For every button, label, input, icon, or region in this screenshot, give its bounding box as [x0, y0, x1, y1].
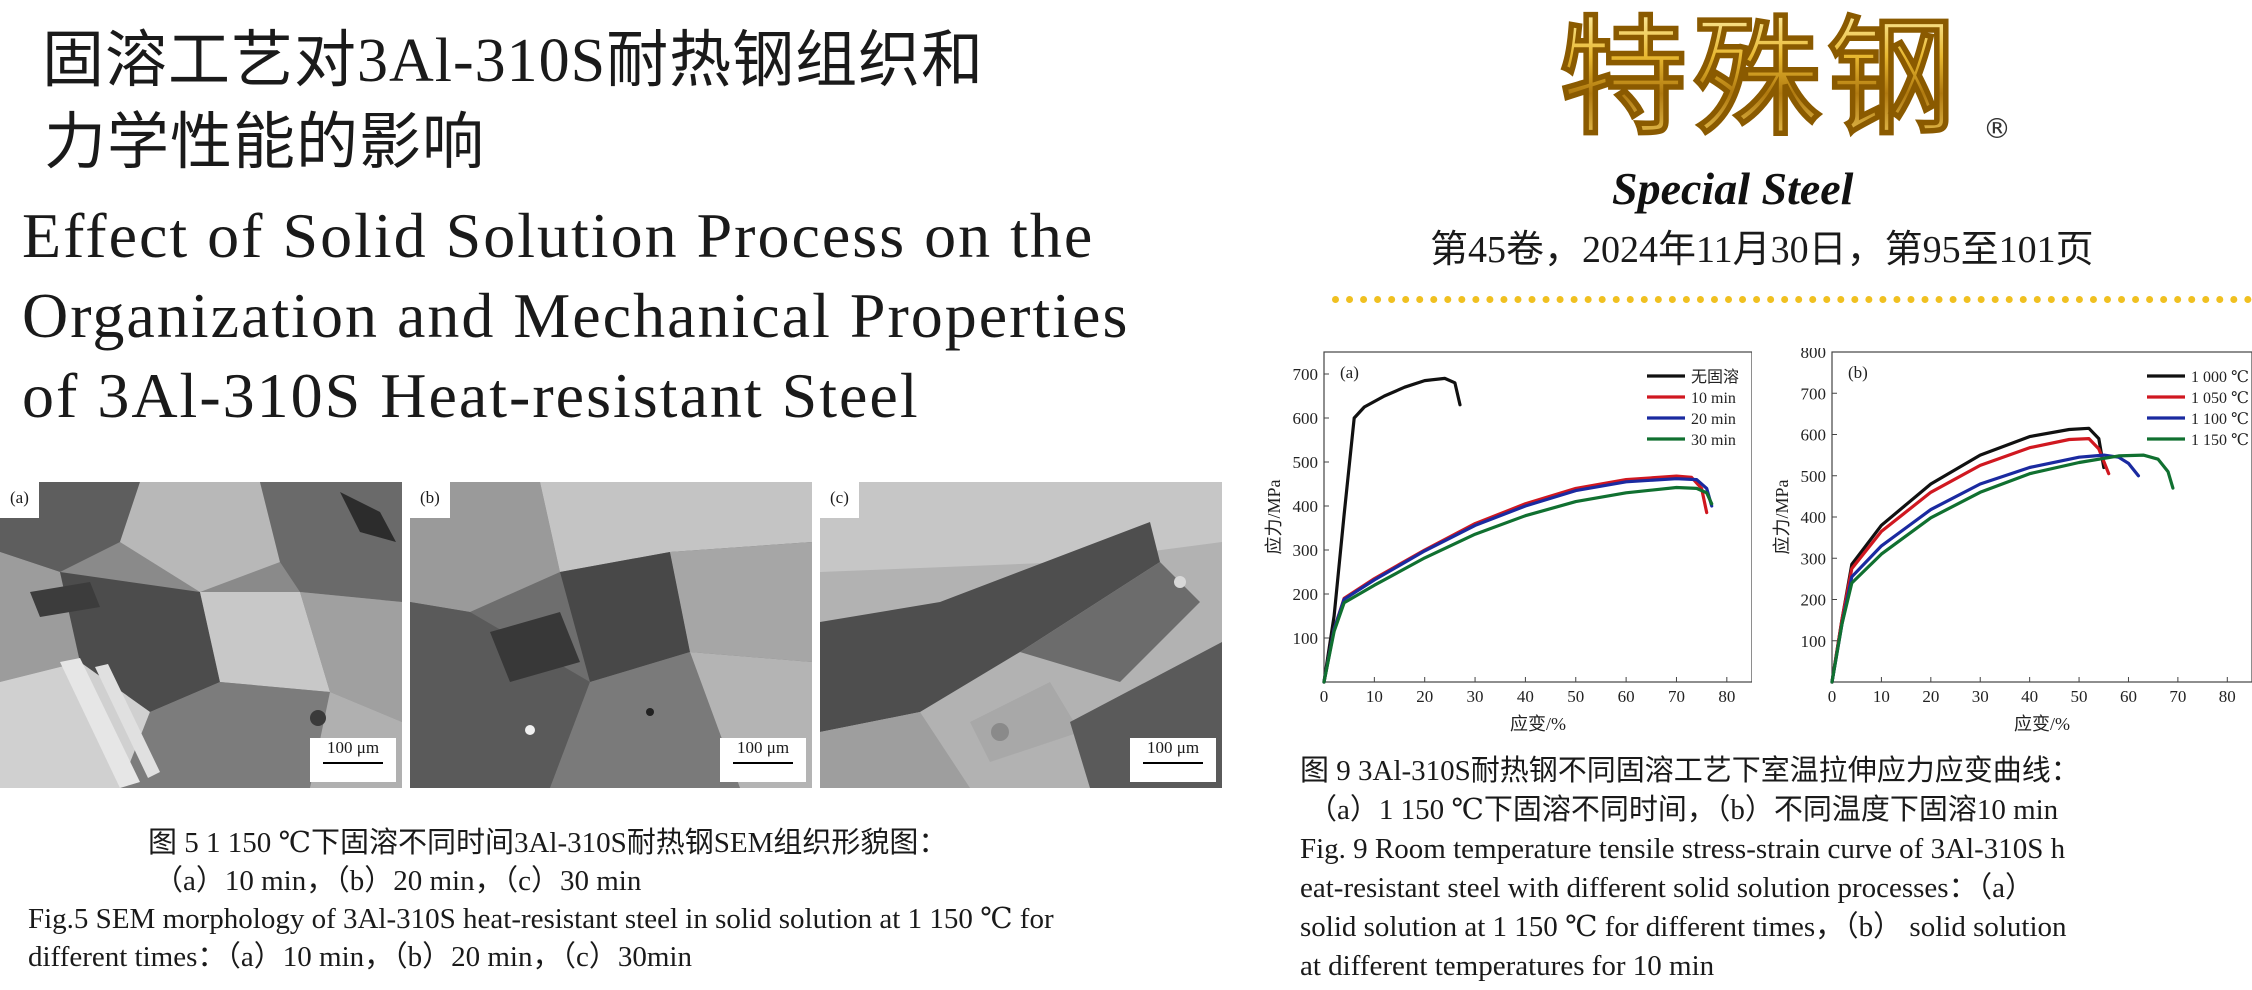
chart-b-ytick-label: 500	[1801, 467, 1827, 486]
chart-a-xtick-label: 10	[1366, 687, 1383, 706]
chart-a-series-line-0	[1322, 376, 1462, 684]
chart-b-legend-label-3: 1 150 ℃	[2191, 432, 2249, 449]
scale-bar-line-b	[733, 762, 793, 764]
chinese-title: 固溶工艺对3Al-310S耐热钢组织和 力学性能的影响	[42, 20, 1242, 184]
fig5-caption-en-1: Fig.5 SEM morphology of 3Al-310S heat-re…	[28, 903, 1054, 935]
chart-a-series-line-2	[1322, 477, 1714, 684]
chart-a-xtick-label: 70	[1668, 687, 1685, 706]
fig9-caption-en-3: solid solution at 1 150 ℃ for different …	[1300, 911, 2067, 943]
journal-logo: 特殊钢	[1558, 3, 1961, 150]
english-title-line-3: of 3Al-310S Heat-resistant Steel	[22, 360, 920, 431]
chart-a-xlabel: 应变/%	[1510, 714, 1566, 734]
chart-b-xtick-label: 20	[1922, 687, 1939, 706]
english-title-line-2: Organization and Mechanical Properties	[22, 280, 1130, 351]
english-title-line-1: Effect of Solid Solution Process on the	[22, 200, 1095, 271]
chart-b-legend-label-2: 1 100 ℃	[2191, 411, 2249, 428]
chart-b-plot-frame	[1831, 351, 2252, 683]
fig5-caption-zh-1: 图 5 1 150 ℃下固溶不同时间3Al-310S耐热钢SEM组织形貌图：	[148, 827, 948, 859]
scale-bar-label-b: 100 μm	[736, 738, 790, 757]
chart-b-ytick-label: 300	[1801, 549, 1827, 568]
chart-a-xtick-label: 50	[1567, 687, 1584, 706]
chart-a-xtick-label: 40	[1517, 687, 1534, 706]
chart-a-ytick-label: 500	[1293, 453, 1319, 472]
chart-b-series-line-3	[1830, 453, 2175, 684]
journal-name-en: Special Steel	[1612, 163, 1854, 214]
chart-b-xtick-label: 30	[1972, 687, 1989, 706]
fig9-caption: 图 9 3Al-310S耐热钢不同固溶工艺下室温拉伸应力应变曲线： （a）1 1…	[1300, 752, 2250, 986]
scale-bar-a: 100 μm	[310, 738, 396, 782]
chinese-title-line-1: 固溶工艺对3Al-310S耐热钢组织和	[42, 27, 985, 95]
chart-a-ytick-label: 200	[1293, 585, 1319, 604]
chart-a-series-line-1	[1322, 474, 1709, 684]
fig9-caption-zh-1: 图 9 3Al-310S耐热钢不同固溶工艺下室温拉伸应力应变曲线：	[1300, 755, 2080, 787]
chart-a-legend-label-3: 30 min	[1691, 432, 1736, 449]
chart-a-ytick-label: 600	[1293, 409, 1319, 428]
chart-a-xtick-label: 60	[1618, 687, 1635, 706]
chart-b-legend-label-0: 1 000 ℃	[2191, 369, 2249, 386]
scale-bar-b: 100 μm	[720, 738, 806, 782]
sem-image-c: (c) 100 μm	[820, 482, 1222, 788]
chart-b-ytick-label: 200	[1801, 591, 1827, 610]
fig5-caption-zh-2: （a）10 min，（b）20 min，（c）30 min	[154, 865, 642, 897]
chart-b-xtick-label: 50	[2071, 687, 2088, 706]
chart-a-xtick-label: 0	[1320, 687, 1329, 706]
chart-b-xtick-label: 10	[1873, 687, 1890, 706]
chart-b-panel-label: (b)	[1848, 363, 1868, 382]
scale-bar-label-a: 100 μm	[326, 738, 380, 757]
stress-strain-chart-a: 0 10 20 30 40 50 60 70 80 100 200 300 400 500 600 700 应变…	[1264, 351, 1752, 734]
sem-panel-label-b: (b)	[410, 482, 450, 518]
fig9-caption-en-4: at different temperatures for 10 min	[1300, 950, 1715, 982]
sem-image-b: (b) 100 μm	[410, 482, 812, 788]
chart-b-xtick-label: 60	[2120, 687, 2137, 706]
scale-bar-line-c	[1143, 762, 1203, 764]
chart-a-ytick-label: 700	[1293, 365, 1319, 384]
chart-b-xtick-label: 40	[2021, 687, 2038, 706]
chinese-title-line-2: 力学性能的影响	[44, 109, 486, 177]
issue-info: 第45卷，2024年11月30日，第95至101页	[1430, 229, 2094, 271]
chart-a-plot-frame	[1323, 351, 1752, 683]
registered-mark: ®	[1983, 112, 2011, 145]
chart-b-ytick-label: 400	[1801, 508, 1827, 527]
chart-b-ytick-label: 600	[1801, 426, 1827, 445]
stress-strain-chart-b: 0 10 20 30 40 50 60 70 80 100 200 300 400 500 600 700 80…	[1772, 348, 2252, 734]
sem-panel-label-a: (a)	[0, 482, 39, 518]
english-title: Effect of Solid Solution Process on the …	[22, 196, 1129, 436]
chart-b-ytick-label: 700	[1801, 384, 1827, 403]
scale-bar-c: 100 μm	[1130, 738, 1216, 782]
scale-bar-line-a	[323, 762, 383, 764]
chart-a-panel-label: (a)	[1340, 363, 1359, 382]
chart-a-ytick-label: 400	[1293, 497, 1319, 516]
chart-a-series-line-3	[1322, 485, 1714, 684]
chart-a-xtick-label: 80	[1718, 687, 1735, 706]
fig5-caption: 图 5 1 150 ℃下固溶不同时间3Al-310S耐热钢SEM组织形貌图： （…	[28, 824, 1228, 976]
chart-b-xtick-label: 80	[2219, 687, 2236, 706]
fig9-caption-en-2: eat-resistant steel with different solid…	[1300, 872, 2034, 904]
chart-b-ytick-label: 800	[1801, 348, 1827, 362]
journal-logo-text: 特殊钢	[1559, 4, 1961, 150]
chart-a-ytick-label: 300	[1293, 541, 1319, 560]
chart-a-ylabel: 应力/MPa	[1264, 479, 1284, 554]
fig9-caption-zh-2: （a）1 150 ℃下固溶不同时间，（b）不同温度下固溶10 min	[1308, 794, 2059, 826]
chart-b-legend-label-1: 1 050 ℃	[2191, 390, 2249, 407]
chart-b-xtick-label: 70	[2169, 687, 2186, 706]
chart-a-xtick-label: 20	[1416, 687, 1433, 706]
chart-b-ytick-label: 100	[1801, 632, 1827, 651]
chart-a-legend-label-1: 10 min	[1691, 390, 1736, 407]
chart-b-ylabel: 应力/MPa	[1772, 479, 1792, 554]
chart-b-xlabel: 应变/%	[2014, 714, 2070, 734]
chart-a-legend-label-2: 20 min	[1691, 411, 1736, 428]
chart-a-legend-label-0: 无固溶	[1691, 368, 1739, 386]
fig9-caption-en-1: Fig. 9 Room temperature tensile stress-s…	[1300, 833, 2066, 865]
chart-a-ytick-label: 100	[1293, 629, 1319, 648]
chart-b-xtick-label: 0	[1828, 687, 1837, 706]
fig5-caption-en-2: different times：（a）10 min，（b）20 min，（c）3…	[28, 941, 692, 973]
sem-image-a: (a) 100 μm	[0, 482, 402, 788]
sem-panel-label-c: (c)	[820, 482, 859, 518]
chart-a-xtick-label: 30	[1467, 687, 1484, 706]
scale-bar-label-c: 100 μm	[1146, 738, 1200, 757]
header-divider	[1332, 296, 2252, 303]
